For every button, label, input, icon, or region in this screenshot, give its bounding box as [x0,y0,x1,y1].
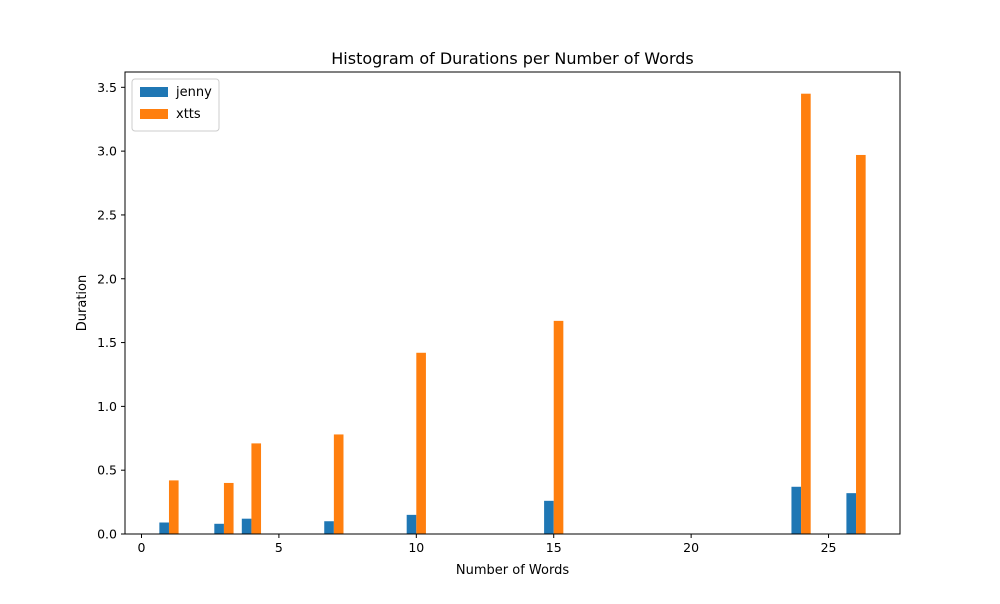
y-tick-label: 1.0 [97,399,117,414]
bar-jenny-3 [214,523,224,534]
legend-label-xtts: xtts [176,107,201,122]
y-axis-label: Duration [75,275,90,331]
bar-jenny-15 [544,500,554,534]
y-tick-label: 2.5 [97,207,117,222]
y-tick-label: 0.0 [97,527,117,542]
bar-jenny-24 [791,486,802,534]
bar-xtts-10 [416,352,426,534]
axes-frame [124,71,901,535]
legend: jenny xtts [131,78,220,132]
x-tick-label: 5 [275,540,283,555]
x-tick-label: 10 [408,540,424,555]
x-tick-label: 25 [821,540,837,555]
x-tick-label: 15 [546,540,562,555]
bar-jenny-4 [241,518,252,534]
y-tick-label: 3.5 [97,80,117,95]
x-ticks-group: 0 5 10 15 20 25 [138,534,837,555]
y-tick-label: 0.5 [97,463,117,478]
bar-xtts-7 [333,434,344,534]
bar-xtts-3 [223,482,234,534]
y-tick-label: 2.0 [97,271,117,286]
bar-xtts-15 [553,320,564,534]
x-tick-label: 0 [138,540,146,555]
bar-jenny-26 [846,493,857,534]
x-axis-label: Number of Words [456,563,569,578]
y-tick-label: 3.0 [97,144,117,159]
legend-swatch-xtts [140,109,168,119]
bars-group [159,93,866,534]
legend-swatch-jenny [140,87,168,97]
bar-jenny-10 [406,514,417,534]
bar-xtts-4 [251,443,262,534]
bar-jenny-7 [324,521,334,534]
legend-label-jenny: jenny [175,85,212,100]
y-ticks-group: 0.0 0.5 1.0 1.5 2.0 2.5 3.0 3.5 [97,80,125,542]
bar-jenny-1 [159,522,169,534]
bar-xtts-1 [168,480,179,534]
x-tick-label: 20 [683,540,699,555]
bar-xtts-24 [801,93,811,534]
y-tick-label: 1.5 [97,335,117,350]
bar-xtts-26 [856,154,866,534]
chart-title: Histogram of Durations per Number of Wor… [331,49,694,68]
